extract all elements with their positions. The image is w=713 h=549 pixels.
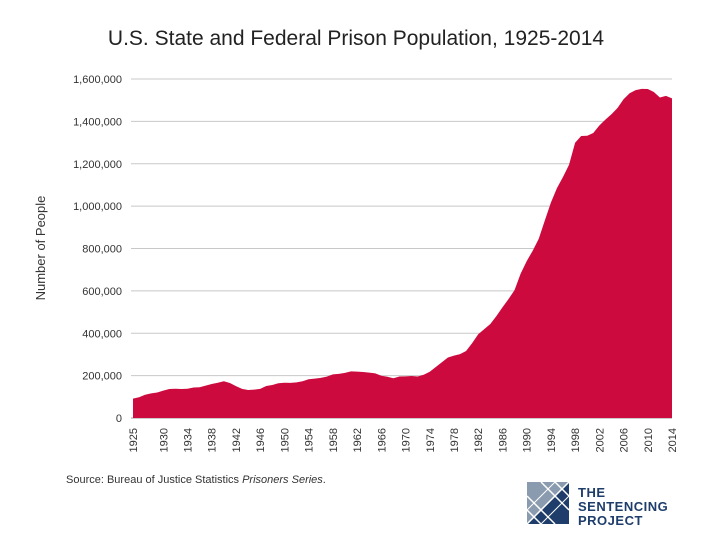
logo-line-2: SENTENCING: [578, 499, 668, 514]
x-tick-label: 2006: [619, 428, 631, 452]
x-tick-labels: 1925 1930 1934 1938 1942 1946 1950 1954 1958 1962…: [128, 428, 679, 452]
x-tick-label: 2010: [643, 428, 655, 452]
x-tick-label: 1954: [304, 428, 316, 452]
source-suffix: .: [322, 474, 326, 486]
x-tick-label: 1930: [158, 428, 170, 452]
x-tick-label: 1925: [128, 428, 140, 452]
chart-title: U.S. State and Federal Prison Population…: [108, 27, 604, 50]
y-tick-label: 200,000: [82, 371, 122, 383]
x-tick-label: 1938: [207, 428, 219, 452]
x-tick-label: 1974: [425, 428, 437, 452]
y-tick-label: 600,000: [82, 286, 122, 298]
logo-line-1: THE: [578, 485, 606, 500]
y-tick-labels: 0 200,000 400,000 600,000 800,000 1,000,000 1,…: [73, 74, 122, 425]
x-tick-label: 1962: [352, 428, 364, 452]
logo-line-3: PROJECT: [578, 513, 643, 528]
logo-mark: [526, 481, 570, 525]
x-tick-label: 2002: [594, 428, 606, 452]
source-note: Source: Bureau of Justice Statistics Pri…: [66, 474, 326, 486]
y-tick-label: 0: [116, 413, 122, 425]
x-tick-label: 1982: [473, 428, 485, 452]
x-tick-label: 1958: [328, 428, 340, 452]
x-tick-label: 1994: [546, 428, 558, 452]
source-prefix: Source: Bureau of Justice Statistics: [66, 474, 243, 486]
x-tick-label: 1966: [376, 428, 388, 452]
x-tick-label: 1990: [522, 428, 534, 452]
x-tick-label: 1978: [449, 428, 461, 452]
prison-population-area: [133, 88, 672, 418]
x-tick-label: 1986: [497, 428, 509, 452]
x-tick-label: 1998: [570, 428, 582, 452]
y-tick-label: 1,000,000: [73, 201, 122, 213]
x-tick-label: 1942: [231, 428, 243, 452]
y-tick-label: 800,000: [82, 244, 122, 256]
x-tick-label: 1934: [183, 428, 195, 452]
x-tick-label: 1950: [279, 428, 291, 452]
gridlines: [131, 78, 672, 419]
x-tick-label: 1946: [255, 428, 267, 452]
y-tick-label: 400,000: [82, 328, 122, 340]
source-series: Prisoners Series: [242, 474, 323, 486]
x-tick-label: 1970: [401, 428, 413, 452]
y-tick-label: 1,400,000: [73, 116, 122, 128]
x-tick-label: 2014: [667, 428, 679, 452]
y-tick-label: 1,200,000: [73, 159, 122, 171]
y-axis-label: Number of People: [33, 196, 48, 301]
y-tick-label: 1,600,000: [73, 74, 122, 86]
sentencing-project-logo: THE SENTENCING PROJECT: [526, 481, 668, 528]
